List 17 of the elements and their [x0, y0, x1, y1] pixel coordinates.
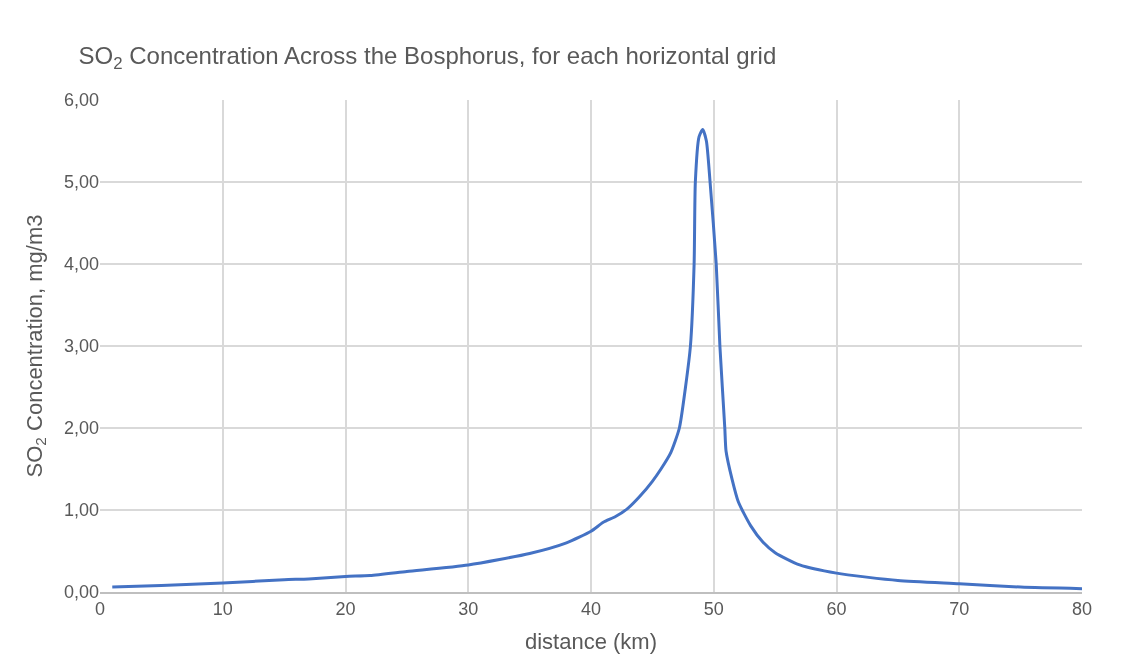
x-tick-label: 20 — [335, 599, 356, 620]
chart-title: SO$_{2}$ Concentration Across the Bosphorus, for each horizontal grid — [78, 41, 777, 73]
x-tick-label: 80 — [1071, 599, 1093, 620]
x-tick-label: 10 — [212, 599, 233, 620]
y-tick-label: 2,00 — [63, 418, 99, 439]
y-tick-label: 3,00 — [63, 336, 99, 357]
x-tick-label: 40 — [580, 599, 602, 620]
y-tick-label: 5,00 — [63, 172, 99, 193]
y-tick-label: 6,00 — [63, 90, 99, 111]
x-tick-label: 50 — [703, 599, 724, 620]
line-series — [110, 128, 1082, 591]
y-tick-label: 1,00 — [63, 500, 99, 521]
x-tick-label: 30 — [458, 599, 479, 620]
x-tick-label: 70 — [949, 599, 970, 620]
x-tick-label: 60 — [826, 599, 847, 620]
y-tick-label: 4,00 — [63, 254, 99, 275]
x-axis-title: distance (km) — [524, 628, 658, 654]
